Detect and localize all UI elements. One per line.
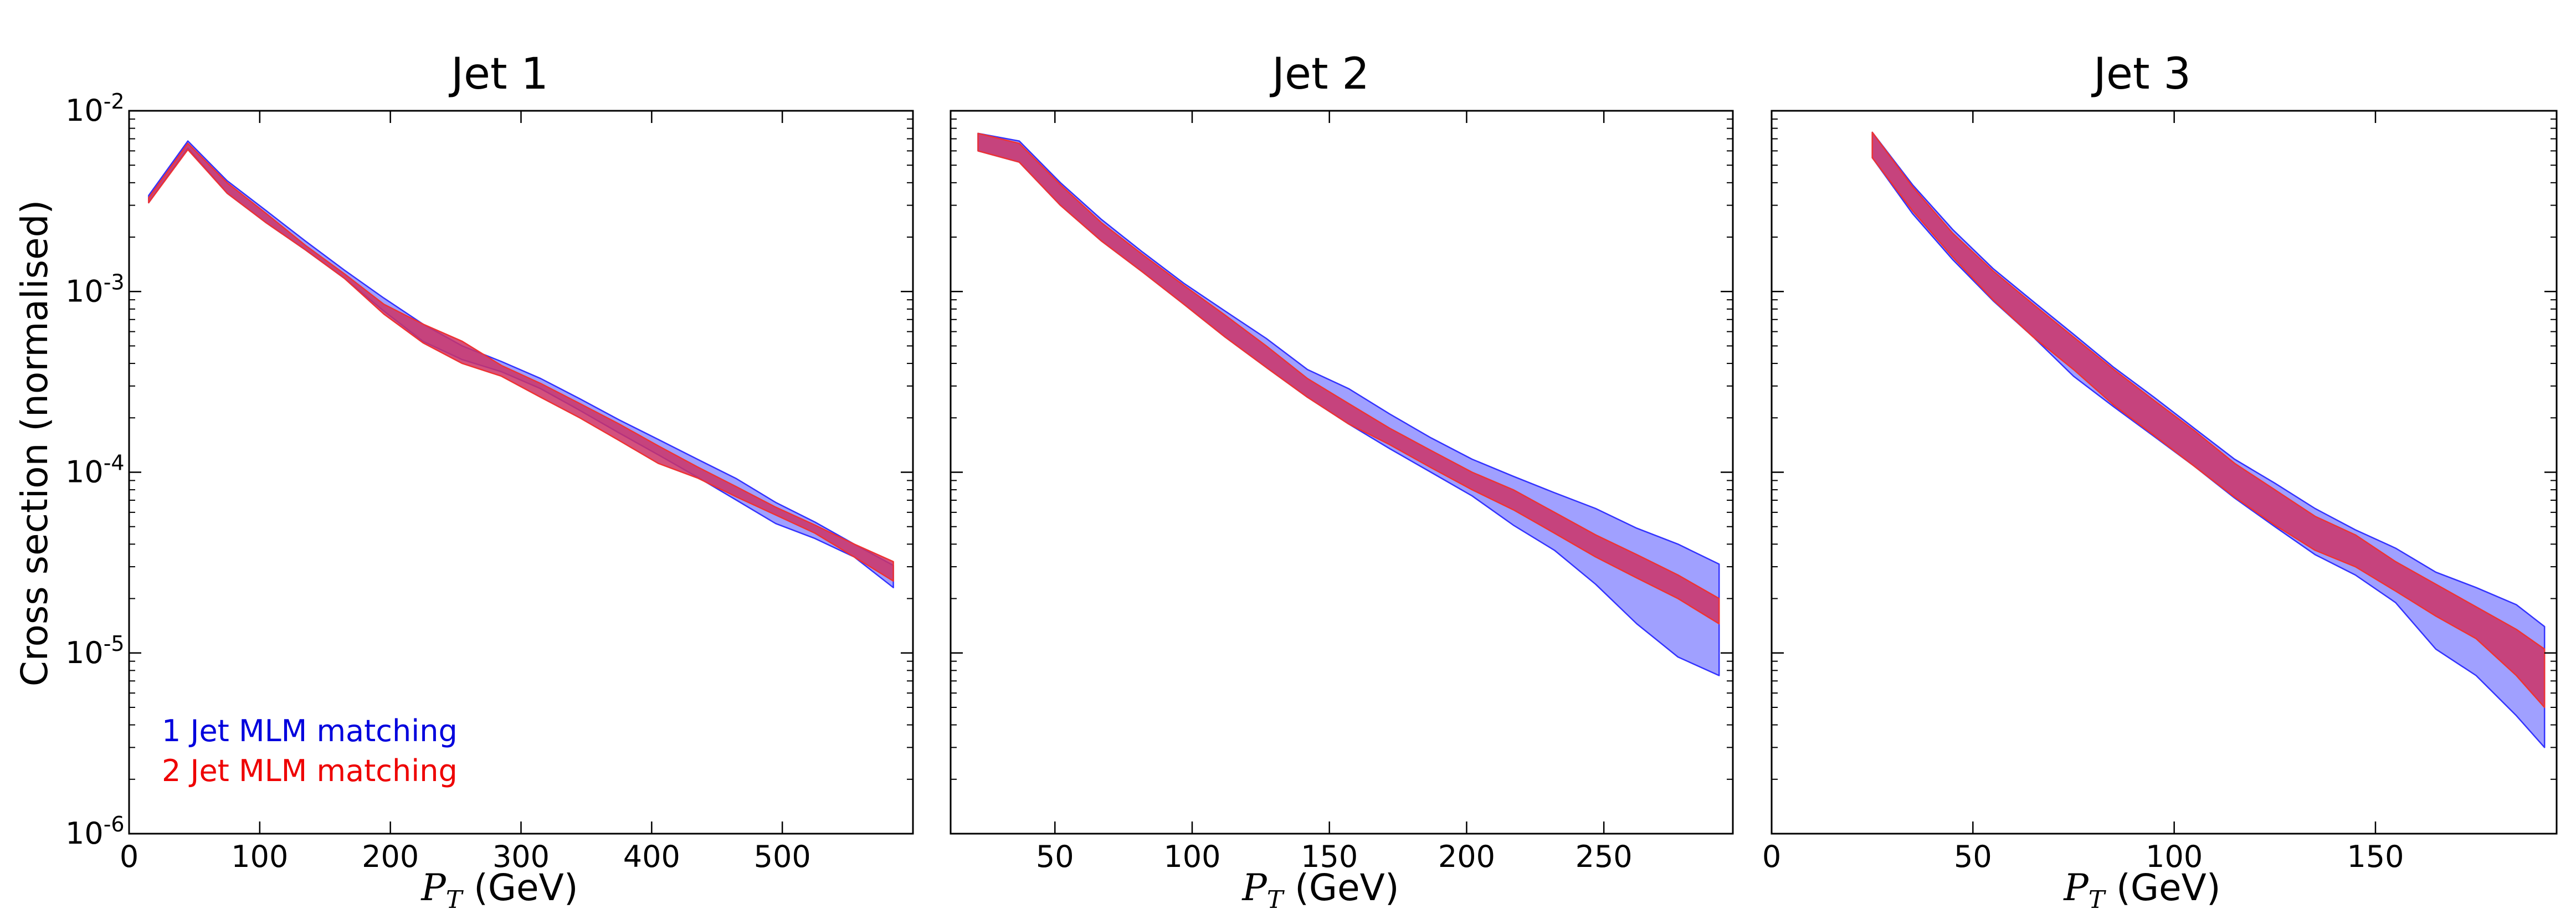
x-label-var: P (2063, 866, 2089, 909)
axes-frame (950, 110, 1734, 835)
bands (977, 132, 1720, 676)
x-tick-label: 150 (2347, 839, 2404, 874)
band-series-2 (977, 132, 1720, 625)
band-series-1 (1871, 131, 2546, 748)
x-label-sub: T (1267, 886, 1285, 914)
panel-title: Jet 1 (448, 49, 548, 99)
x-axis-label: PT (GeV) (2063, 866, 2220, 914)
x-label-unit: (GeV) (1283, 866, 1399, 909)
plot-area: 50 100 150 200 250 (950, 110, 1734, 874)
x-label-unit: (GeV) (2105, 866, 2220, 909)
x-label-sub: T (446, 886, 464, 914)
x-tick-label: 50 (1036, 839, 1074, 874)
x-tick-label: 150 (1301, 839, 1358, 874)
bands (148, 140, 894, 588)
plot-area: 0 50 100 150 (1762, 110, 2558, 874)
bands (1871, 131, 2546, 748)
x-tick-label: 200 (1438, 839, 1495, 874)
x-tick-label: 200 (362, 839, 419, 874)
legend: 1 Jet MLM matching 2 Jet MLM matching (162, 713, 458, 788)
x-axis-label: PT (GeV) (1241, 866, 1399, 914)
x-label-sub: T (2088, 886, 2107, 914)
x-tick-label: 50 (1954, 839, 1992, 874)
x-tick-label: 100 (2146, 839, 2203, 874)
x-axis-label: PT (GeV) (420, 866, 578, 914)
x-label-var: P (1241, 866, 1268, 909)
panel-title: Jet 3 (2091, 49, 2191, 99)
panel-jet-2: Jet 2 50 100 150 200 250 PT (GeV) (950, 49, 1734, 914)
x-tick-label: 0 (120, 839, 138, 874)
legend-entry-2: 2 Jet MLM matching (162, 753, 458, 788)
x-tick-label: 400 (623, 839, 680, 874)
x-label-var: P (420, 866, 447, 909)
band-series-2 (148, 142, 894, 582)
y-axis-label: Cross section (normalised) (13, 200, 56, 687)
x-tick-label: 100 (1163, 839, 1220, 874)
band-series-2 (1871, 131, 2546, 708)
x-tick-label: 500 (754, 839, 811, 874)
x-label-unit: (GeV) (462, 866, 578, 909)
panel-jet-3: Jet 3 0 50 100 150 PT (GeV) (1762, 49, 2558, 914)
panel-title: Jet 2 (1269, 49, 1369, 99)
x-tick-label: 250 (1576, 839, 1633, 874)
axes-frame (1771, 110, 2558, 835)
x-tick-label: 0 (1762, 839, 1781, 874)
legend-entry-1: 1 Jet MLM matching (162, 713, 458, 748)
x-tick-label: 300 (492, 839, 550, 874)
axes-frame (128, 110, 914, 835)
x-tick-label: 100 (231, 839, 288, 874)
